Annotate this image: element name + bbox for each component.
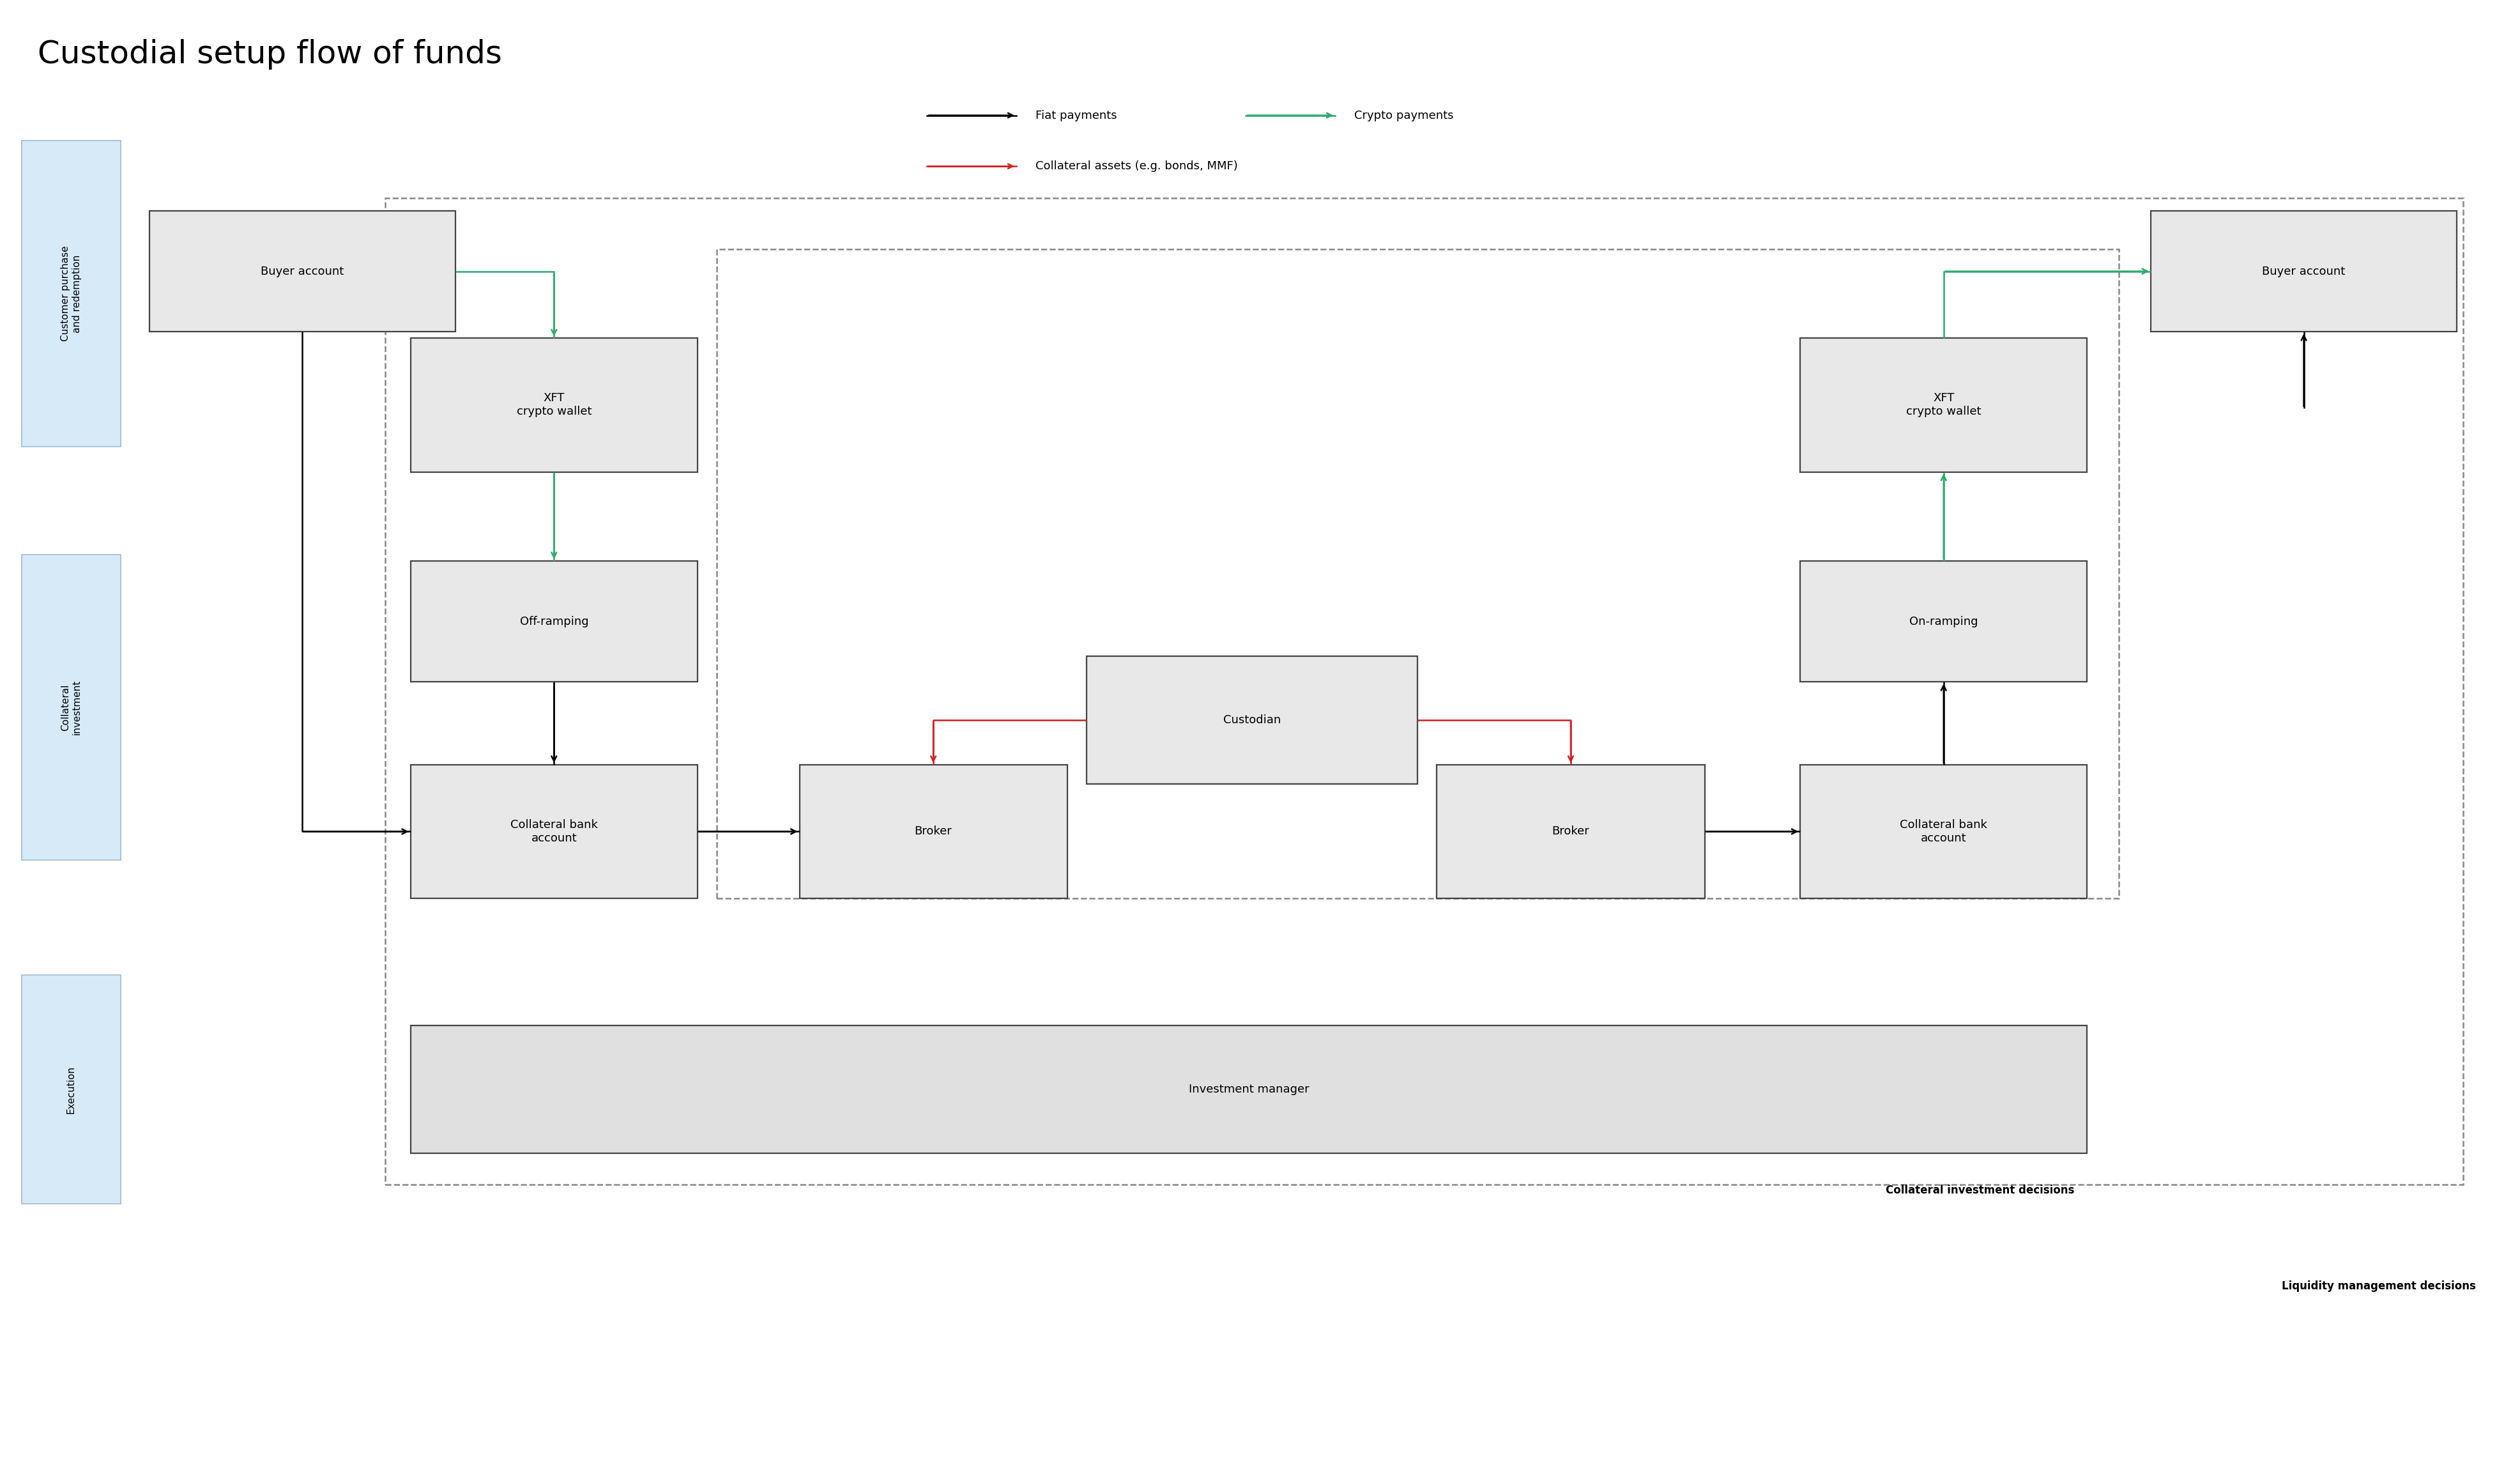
Text: Collateral
investment: Collateral investment bbox=[60, 680, 81, 736]
Text: Customer purchase
and redemption: Customer purchase and redemption bbox=[60, 246, 81, 342]
Bar bbox=[1799, 765, 2087, 898]
Bar bbox=[1799, 562, 2087, 682]
Bar bbox=[411, 1026, 2087, 1153]
Bar bbox=[23, 554, 121, 861]
Bar bbox=[1436, 765, 1704, 898]
Text: Investment manager: Investment manager bbox=[1189, 1083, 1308, 1095]
Bar bbox=[411, 765, 698, 898]
Text: XFT
crypto wallet: XFT crypto wallet bbox=[517, 392, 592, 417]
Bar bbox=[23, 142, 121, 447]
Text: Off-ramping: Off-ramping bbox=[519, 616, 587, 628]
Text: Buyer account: Buyer account bbox=[260, 265, 343, 277]
Bar bbox=[716, 249, 2119, 898]
Text: Crypto payments: Crypto payments bbox=[1353, 109, 1454, 121]
Text: Collateral bank
account: Collateral bank account bbox=[1900, 820, 1988, 845]
Text: Collateral bank
account: Collateral bank account bbox=[512, 820, 597, 845]
Text: Custodian: Custodian bbox=[1222, 715, 1280, 725]
Text: Collateral assets (e.g. bonds, MMF): Collateral assets (e.g. bonds, MMF) bbox=[1036, 161, 1237, 172]
Text: Broker: Broker bbox=[1552, 825, 1590, 837]
Bar bbox=[411, 338, 698, 472]
Text: On-ramping: On-ramping bbox=[1910, 616, 1978, 628]
Bar bbox=[411, 562, 698, 682]
Text: Custodial setup flow of funds: Custodial setup flow of funds bbox=[38, 38, 501, 69]
Bar bbox=[149, 211, 456, 332]
Text: XFT
crypto wallet: XFT crypto wallet bbox=[1905, 392, 1981, 417]
Bar bbox=[23, 974, 121, 1204]
Bar bbox=[1799, 338, 2087, 472]
Text: Liquidity management decisions: Liquidity management decisions bbox=[2281, 1281, 2477, 1291]
Bar bbox=[799, 765, 1066, 898]
Text: Broker: Broker bbox=[915, 825, 953, 837]
Text: Buyer account: Buyer account bbox=[2263, 265, 2346, 277]
Bar bbox=[386, 198, 2462, 1185]
Text: Fiat payments: Fiat payments bbox=[1036, 109, 1116, 121]
Bar bbox=[2150, 211, 2457, 332]
Text: Execution: Execution bbox=[66, 1066, 76, 1113]
Text: Collateral investment decisions: Collateral investment decisions bbox=[1885, 1185, 2074, 1197]
Bar bbox=[1086, 656, 1419, 784]
